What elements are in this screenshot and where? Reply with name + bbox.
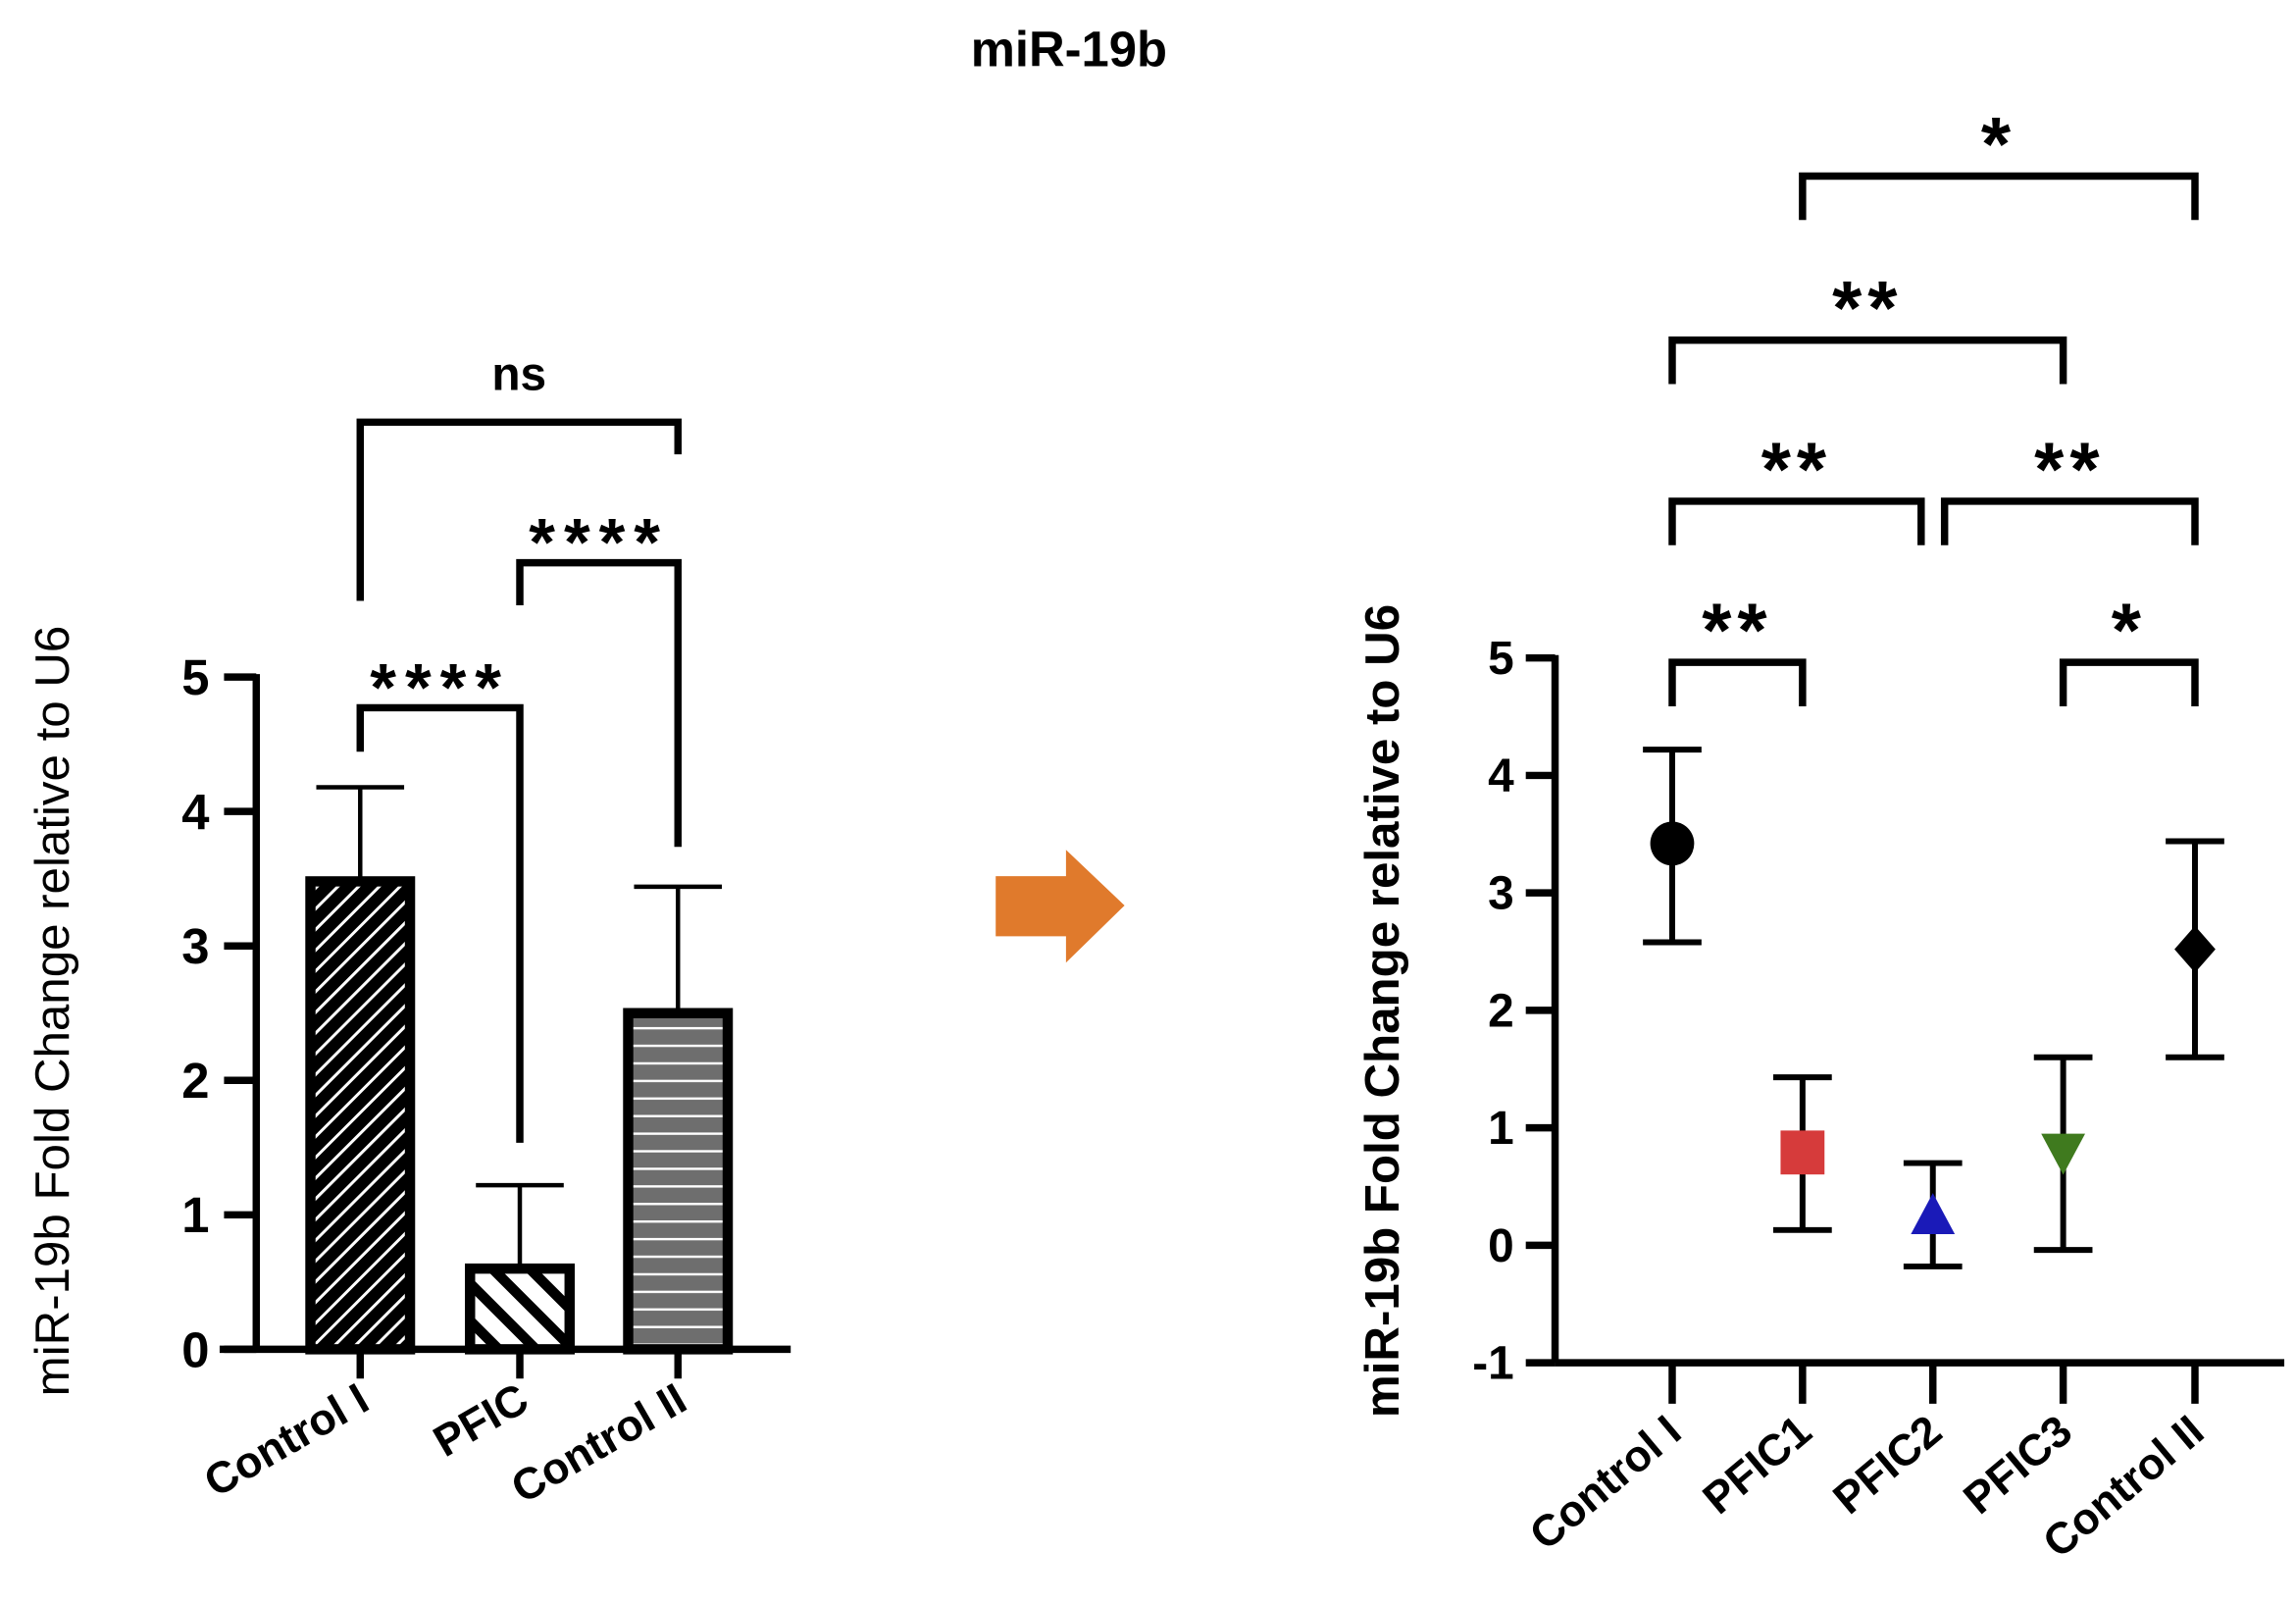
significance-bracket (1799, 172, 2199, 221)
y-tick-label: 0 (181, 1321, 209, 1377)
y-tick-label: 4 (181, 784, 209, 840)
significance-label: ** (1832, 267, 1903, 351)
significance-bracket (356, 418, 682, 601)
significance-label: **** (529, 505, 669, 581)
data-point (2174, 925, 2216, 973)
x-tick-label: Control I (196, 1373, 377, 1506)
bar (305, 876, 416, 1355)
x-tick-label: Control II (503, 1373, 694, 1513)
significance-label: ns (491, 348, 546, 400)
x-tick-label: PFIC2 (1824, 1406, 1951, 1524)
significance-bracket (1668, 497, 1925, 545)
significance-label: * (2112, 589, 2147, 673)
x-tick-label: PFIC1 (1694, 1406, 1820, 1524)
data-point (1780, 1130, 1825, 1175)
y-tick-label: 5 (1488, 633, 1514, 685)
y-tick-label: 1 (181, 1187, 209, 1243)
y-axis-label: miR-19b Fold Change relative to U6 (26, 626, 79, 1397)
y-tick-label: -1 (1472, 1338, 1513, 1390)
scatter-chart: -1 0 1 2 3 4 5 miR-19b Fold Change relative to … (1355, 103, 2285, 1568)
significance-bracket (1940, 497, 2199, 545)
significance-bracket (356, 703, 524, 1143)
significance-label: ** (2034, 428, 2105, 512)
data-point (1650, 821, 1695, 866)
y-tick-label: 4 (1488, 750, 1514, 802)
y-tick-label: 2 (181, 1053, 209, 1109)
y-tick-label: 3 (1488, 868, 1514, 920)
significance-label: ** (1761, 428, 1832, 512)
y-tick-label: 1 (1488, 1103, 1514, 1155)
figure-title: miR-19b (971, 22, 1167, 78)
data-point (1911, 1193, 1956, 1234)
y-tick-label: 5 (181, 649, 209, 705)
y-axis-label: miR-19b Fold Change relative to U6 (1355, 604, 1409, 1418)
significance-bracket (1668, 336, 2067, 385)
y-tick-label: 2 (1488, 985, 1514, 1037)
significance-bracket (516, 558, 682, 848)
x-tick-label: PFIC (426, 1373, 536, 1466)
significance-label: * (1981, 103, 2016, 187)
significance-bracket (2059, 658, 2199, 706)
data-point (2041, 1133, 2086, 1175)
right-arrow-icon (995, 850, 1125, 963)
y-tick-label: 3 (181, 918, 209, 974)
bar (465, 1263, 575, 1355)
bar (623, 1008, 734, 1355)
x-tick-label: Control I (1520, 1406, 1690, 1560)
significance-label: ** (1702, 589, 1772, 673)
significance-label: **** (370, 649, 510, 725)
significance-bracket (1668, 658, 1807, 706)
bar-chart: 0 1 2 3 4 5 miR-19b Fold Change relative to U6… (26, 348, 791, 1513)
y-tick-label: 0 (1488, 1220, 1514, 1272)
